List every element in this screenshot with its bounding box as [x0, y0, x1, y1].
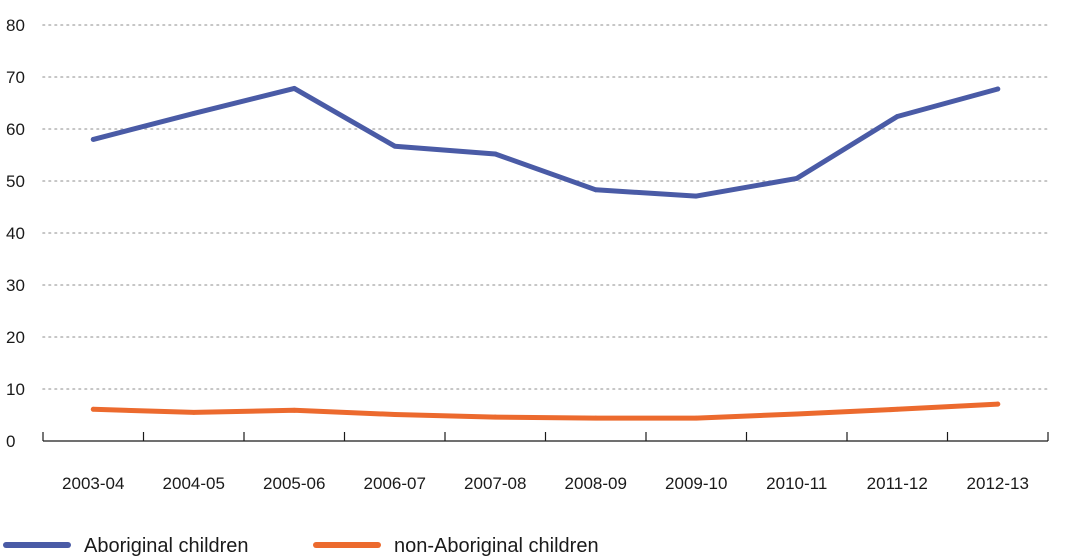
y-tick-label-80: 80 — [6, 16, 25, 35]
data-point-1-7 — [794, 411, 800, 417]
data-point-1-5 — [593, 415, 599, 421]
y-tick-label-50: 50 — [6, 172, 25, 191]
y-tick-label-0: 0 — [6, 432, 15, 451]
series-line-aboriginal — [90, 85, 1001, 199]
data-point-1-0 — [90, 406, 96, 412]
data-point-0-3 — [392, 143, 398, 149]
x-tick-label-2005-06: 2005-06 — [263, 474, 325, 493]
y-tick-label-70: 70 — [6, 68, 25, 87]
x-tick-label-2007-08: 2007-08 — [464, 474, 526, 493]
x-tick-label-2004-05: 2004-05 — [163, 474, 225, 493]
data-point-1-3 — [392, 412, 398, 417]
y-tick-label-10: 10 — [6, 380, 25, 399]
y-tick-label-20: 20 — [6, 328, 25, 347]
data-point-0-8 — [894, 114, 900, 119]
data-point-0-5 — [593, 187, 599, 193]
x-tick-label-2010-11: 2010-11 — [766, 474, 827, 493]
data-point-1-2 — [291, 407, 297, 413]
x-tick-label-2011-12: 2011-12 — [867, 474, 928, 493]
data-point-1-6 — [693, 415, 699, 421]
data-point-0-6 — [693, 193, 699, 199]
data-point-1-1 — [191, 410, 197, 415]
x-tick-label-2012-13: 2012-13 — [967, 474, 1029, 493]
legend-label-0: Aboriginal children — [84, 535, 249, 556]
x-tick-label-2008-09: 2008-09 — [565, 474, 627, 493]
data-point-0-1 — [191, 111, 197, 116]
legend-label-1: non-Aboriginal children — [394, 535, 599, 556]
x-tick-label-2006-07: 2006-07 — [364, 474, 426, 493]
x-tick-label-2009-10: 2009-10 — [665, 474, 727, 493]
data-point-1-9 — [995, 401, 1001, 407]
gridlines — [42, 24, 1049, 390]
axes: 0 10 20 30 40 50 60 70 80 2003-04 2004-05 2005-06 20… — [6, 16, 1049, 493]
series-line-non-aboriginal — [90, 401, 1001, 421]
data-point-1-4 — [492, 414, 498, 420]
data-point-0-7 — [794, 176, 800, 181]
data-point-0-4 — [492, 151, 498, 157]
series-lines — [90, 85, 1001, 421]
y-tick-label-40: 40 — [6, 224, 25, 243]
y-tick-label-30: 30 — [6, 276, 25, 295]
data-point-0-9 — [995, 86, 1001, 92]
data-point-1-8 — [894, 406, 900, 412]
data-point-0-0 — [90, 137, 96, 142]
legend: Aboriginal children non-Aboriginal childr… — [3, 535, 599, 556]
x-tick-label-2003-04: 2003-04 — [62, 474, 124, 493]
y-tick-label-60: 60 — [6, 120, 25, 139]
data-point-0-2 — [291, 86, 297, 91]
